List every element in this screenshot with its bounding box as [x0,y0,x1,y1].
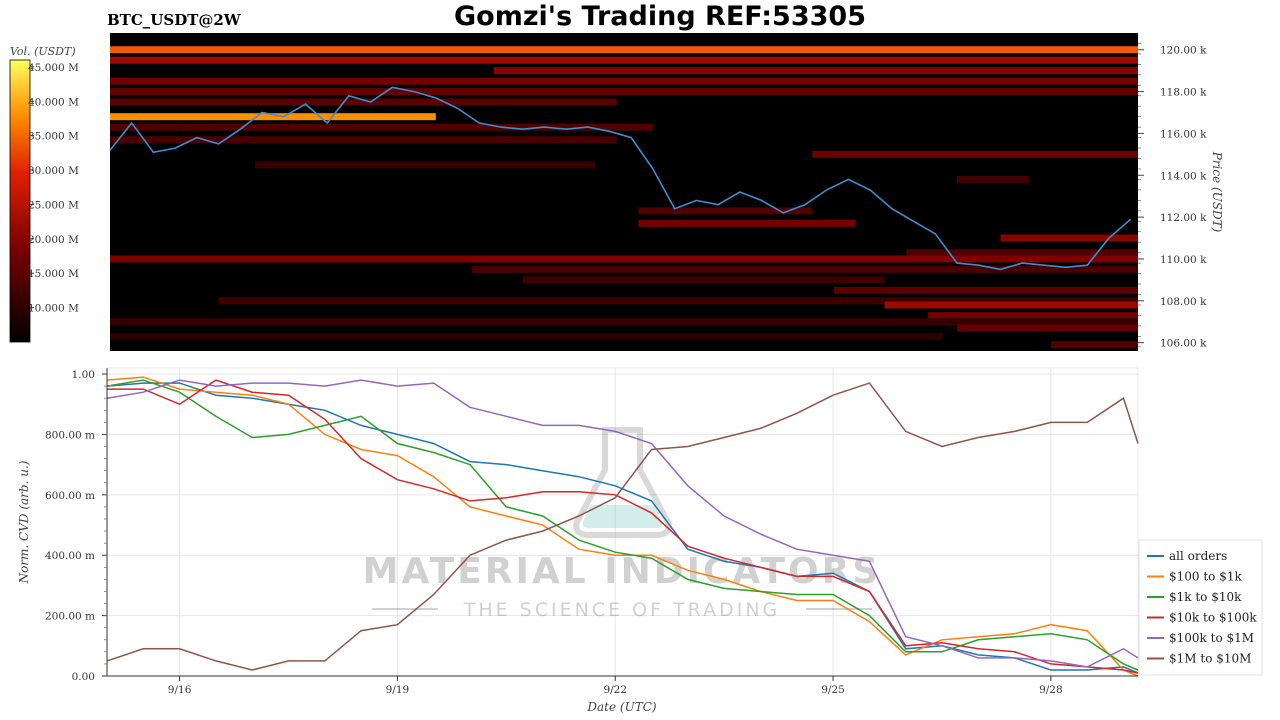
cvd-y-axis-label: Norm. CVD (arb. u.) [17,460,31,584]
liquidity-band [493,67,1138,75]
cvd-panel: MATERIAL INDICATORS THE SCIENCE OF TRADI… [17,367,1263,714]
pair-label: BTC_USDT@2W [107,11,242,29]
legend-label: $100 to $1k [1169,570,1242,584]
liquidity-band [957,175,1030,183]
cvd-x-tick-label: 9/28 [1039,684,1063,696]
liquidity-band [110,77,1138,85]
liquidity-band [110,88,1138,96]
liquidity-band [218,297,1138,305]
liquidity-band [110,113,436,121]
colorbar-ticks: 10.000 M 15.000 M 20.000 M 25.000 M 30.000 M… [28,62,79,315]
cvd-series-line [107,379,1139,674]
legend-box [1138,539,1263,676]
cvd-x-tick-label: 9/22 [603,684,627,696]
liquidity-band [110,46,1138,54]
liquidity-band [110,136,617,144]
cvd-y-tick-label: 0.00 [72,671,95,683]
cvd-y-tick-label: 600.00 m [45,490,95,502]
price-axis-label: Price (USDT) [1210,151,1224,233]
liquidity-band [906,249,1138,257]
liquidity-band [254,161,596,169]
page-title: Gomzi's Trading REF:53305 [454,1,866,32]
price-tick-label: 112.00 k [1160,212,1207,224]
price-tick-label: 108.00 k [1160,296,1207,308]
heatmap-bands [110,46,1139,349]
liquidity-band [110,98,617,106]
price-tick-label: 110.00 k [1160,254,1207,266]
cvd-series-line [106,382,1139,671]
colorbar-tick-label: 35.000 M [28,131,79,143]
cvd-x-axis-label: Date (UTC) [586,700,656,714]
legend-label: $10k to $100k [1169,611,1257,625]
price-tick-label: 118.00 k [1160,87,1207,99]
cvd-x-tick-label: 9/19 [386,684,410,696]
liquidity-band [522,276,885,284]
liquidity-band [1051,341,1138,349]
colorbar-tick-label: 40.000 M [28,96,79,108]
liquidity-band [884,301,1138,309]
watermark-tagline: THE SCIENCE OF TRADING [463,599,781,621]
price-line [109,86,1132,271]
colorbar-tick-label: 45.000 M [28,62,79,74]
heatmap-price-axis: 106.00 k 108.00 k 110.00 k 112.00 k 114.00 k… [1138,43,1207,350]
colorbar-tick-label: 25.000 M [28,199,79,211]
watermark-brand: MATERIAL INDICATORS [363,551,882,592]
liquidity-band [638,207,813,215]
cvd-y-tick-label: 800.00 m [45,429,95,441]
liquidity-band [110,255,1138,263]
cvd-x-tick-label: 9/16 [168,684,192,696]
colorbar-tick-label: 20.000 M [28,234,79,246]
colorbar-gradient [9,59,31,343]
liquidity-band [110,123,653,131]
cvd-y-tick-label: 400.00 m [45,550,95,562]
cvd-series-line [106,379,1139,668]
cvd-plot-area [106,367,1139,677]
colorbar-tick-label: 10.000 M [28,303,79,315]
liquidity-band [638,219,856,227]
cvd-y-tick-label: 200.00 m [45,611,95,623]
colorbar-label: Vol. (USDT) [10,45,76,58]
colorbar-tick-label: 30.000 M [28,165,79,177]
legend-label: $100k to $1M [1169,631,1254,645]
liquidity-band [110,56,1138,64]
price-tick-label: 120.00 k [1160,45,1207,57]
liquidity-band [110,332,943,340]
liquidity-band [928,311,1138,319]
liquidity-band [110,318,1138,326]
price-tick-label: 116.00 k [1160,128,1207,140]
cvd-y-tick-label: 1.00 [72,369,95,381]
volume-colorbar: Vol. (USDT) 10.000 M 15.000 M 20.000 M 25.0… [9,45,79,343]
liquidity-band [471,265,1139,273]
legend-label: $1k to $10k [1169,590,1242,604]
price-tick-label: 114.00 k [1160,170,1207,182]
liquidity-band [833,286,1138,294]
cvd-legend: all orders $100 to $1k $1k to $10k $10k to … [1138,539,1263,676]
legend-label: $1M to $10M [1169,652,1251,666]
cvd-lines [106,376,1139,677]
liquidity-band [812,150,1138,158]
liquidity-band [1000,234,1138,242]
cvd-x-tick-label: 9/25 [821,684,845,696]
cvd-series-line [106,379,1139,671]
legend-label: all orders [1169,549,1227,563]
liquidity-band [957,324,1138,332]
heatmap-panel: 106.00 k 108.00 k 110.00 k 112.00 k 114.00 k… [109,33,1224,351]
price-tick-label: 106.00 k [1160,338,1207,350]
colorbar-tick-label: 15.000 M [28,268,79,280]
cvd-axes: 0.00 200.00 m 400.00 m 600.00 m 800.00 m 1.00… [45,368,1138,696]
